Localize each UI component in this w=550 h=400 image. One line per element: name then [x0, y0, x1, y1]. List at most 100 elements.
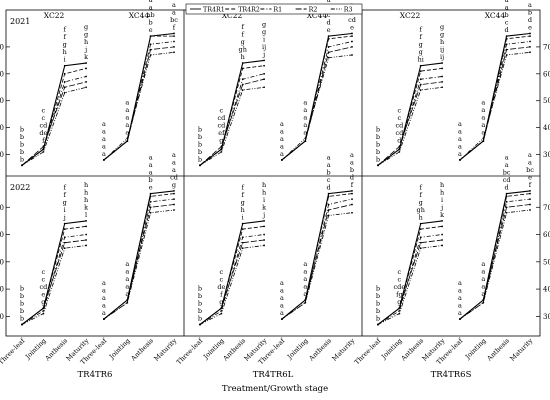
- data-point: [441, 86, 443, 89]
- series-line-r3: [281, 54, 353, 161]
- series-line-r1: [281, 198, 353, 320]
- significance-letter: b: [198, 155, 202, 163]
- data-point: [85, 62, 87, 64]
- series-line-r2: [281, 204, 353, 320]
- significance-letter: a: [102, 287, 106, 295]
- significance-letter: i: [441, 196, 443, 204]
- data-point: [351, 192, 353, 195]
- series-line-r1: [199, 73, 265, 166]
- data-point: [173, 40, 175, 43]
- treatment-label: TR4TR6S: [431, 370, 472, 380]
- data-point: [505, 35, 508, 38]
- data-point: [263, 86, 265, 89]
- series-line-tr4r1: [21, 62, 87, 166]
- significance-letter: f: [173, 23, 176, 31]
- data-point: [529, 40, 531, 43]
- series-line-r2: [281, 46, 353, 161]
- x-tick-label: Jointing: [285, 337, 310, 362]
- data-point: [241, 67, 244, 70]
- y-tick-label: 30: [543, 151, 550, 159]
- data-point: [529, 203, 531, 206]
- data-point: [441, 233, 443, 236]
- significance-letter: bc: [170, 16, 178, 24]
- significance-letter: b: [376, 300, 380, 308]
- x-tick-label: Anthesis: [129, 337, 155, 363]
- data-point: [42, 312, 45, 315]
- significance-letter: cd: [395, 129, 403, 137]
- significance-letter: a: [458, 135, 462, 143]
- series-line-r3: [459, 51, 531, 161]
- y-tick-label: 40: [0, 124, 4, 132]
- data-point: [327, 203, 330, 206]
- significance-letter: b: [198, 307, 202, 315]
- significance-letter: g: [63, 199, 67, 207]
- significance-letter: a: [481, 106, 485, 114]
- data-point: [63, 241, 66, 244]
- data-point: [85, 239, 87, 241]
- significance-letter: h: [440, 181, 444, 189]
- significance-letter: j: [63, 214, 66, 222]
- significance-letter: f: [351, 181, 354, 189]
- data-point: [351, 32, 353, 35]
- data-point: [327, 56, 330, 59]
- significance-letter: e: [149, 26, 153, 34]
- data-point: [351, 35, 353, 38]
- significance-letter: a: [303, 275, 307, 283]
- series-line-tr4r2: [103, 193, 175, 320]
- legend-entry: TR4R2: [238, 6, 260, 13]
- data-point: [63, 247, 66, 250]
- significance-letter: h: [84, 196, 88, 204]
- significance-letter: h: [262, 188, 266, 196]
- series-line-r2: [199, 239, 265, 325]
- series-line-r1: [281, 41, 353, 161]
- data-point: [149, 206, 152, 209]
- significance-letter: h: [63, 48, 67, 56]
- data-point: [63, 72, 66, 75]
- series-line-r1: [21, 76, 87, 166]
- significance-letter: j: [440, 203, 443, 211]
- significance-letter: a: [102, 127, 106, 135]
- data-point: [220, 310, 223, 312]
- data-point: [441, 62, 443, 64]
- data-point: [505, 211, 508, 214]
- data-point: [173, 46, 175, 48]
- significance-letter: cd: [348, 16, 356, 24]
- data-point: [241, 222, 244, 225]
- data-point: [419, 222, 422, 225]
- significance-letter: f: [242, 191, 245, 199]
- data-point: [441, 239, 443, 241]
- significance-letter: a: [458, 120, 462, 128]
- data-point: [351, 54, 353, 56]
- data-point: [327, 37, 330, 40]
- y-tick-label: 60: [0, 70, 4, 78]
- data-point: [351, 203, 353, 206]
- significance-letter: g: [84, 23, 88, 31]
- data-point: [63, 236, 66, 239]
- data-point: [263, 225, 265, 228]
- data-point: [63, 91, 66, 94]
- y-tick-label: 60: [543, 70, 550, 78]
- significance-letter: b: [376, 307, 380, 315]
- significance-letter: b: [528, 8, 532, 16]
- data-point: [241, 241, 244, 244]
- data-point: [441, 220, 443, 222]
- data-point: [419, 78, 422, 81]
- significance-letter: cd: [503, 176, 511, 184]
- significance-letter: a: [303, 98, 307, 106]
- significance-letter: i: [242, 214, 244, 222]
- data-point: [327, 35, 330, 38]
- significance-letter: a: [303, 128, 307, 136]
- significance-letter: a: [458, 279, 462, 287]
- data-point: [241, 83, 244, 86]
- significance-letter: b: [376, 155, 380, 163]
- significance-letter: a: [481, 268, 485, 276]
- data-point: [377, 323, 379, 326]
- significance-letter: a: [149, 169, 153, 177]
- y-tick-label: 40: [543, 286, 550, 294]
- series-line-tr4r2: [459, 193, 531, 320]
- significance-letter: f: [420, 184, 423, 192]
- significance-letter: a: [172, 0, 176, 1]
- legend-box: [185, 3, 363, 15]
- significance-letter: g: [241, 38, 245, 46]
- significance-letter: b: [376, 292, 380, 300]
